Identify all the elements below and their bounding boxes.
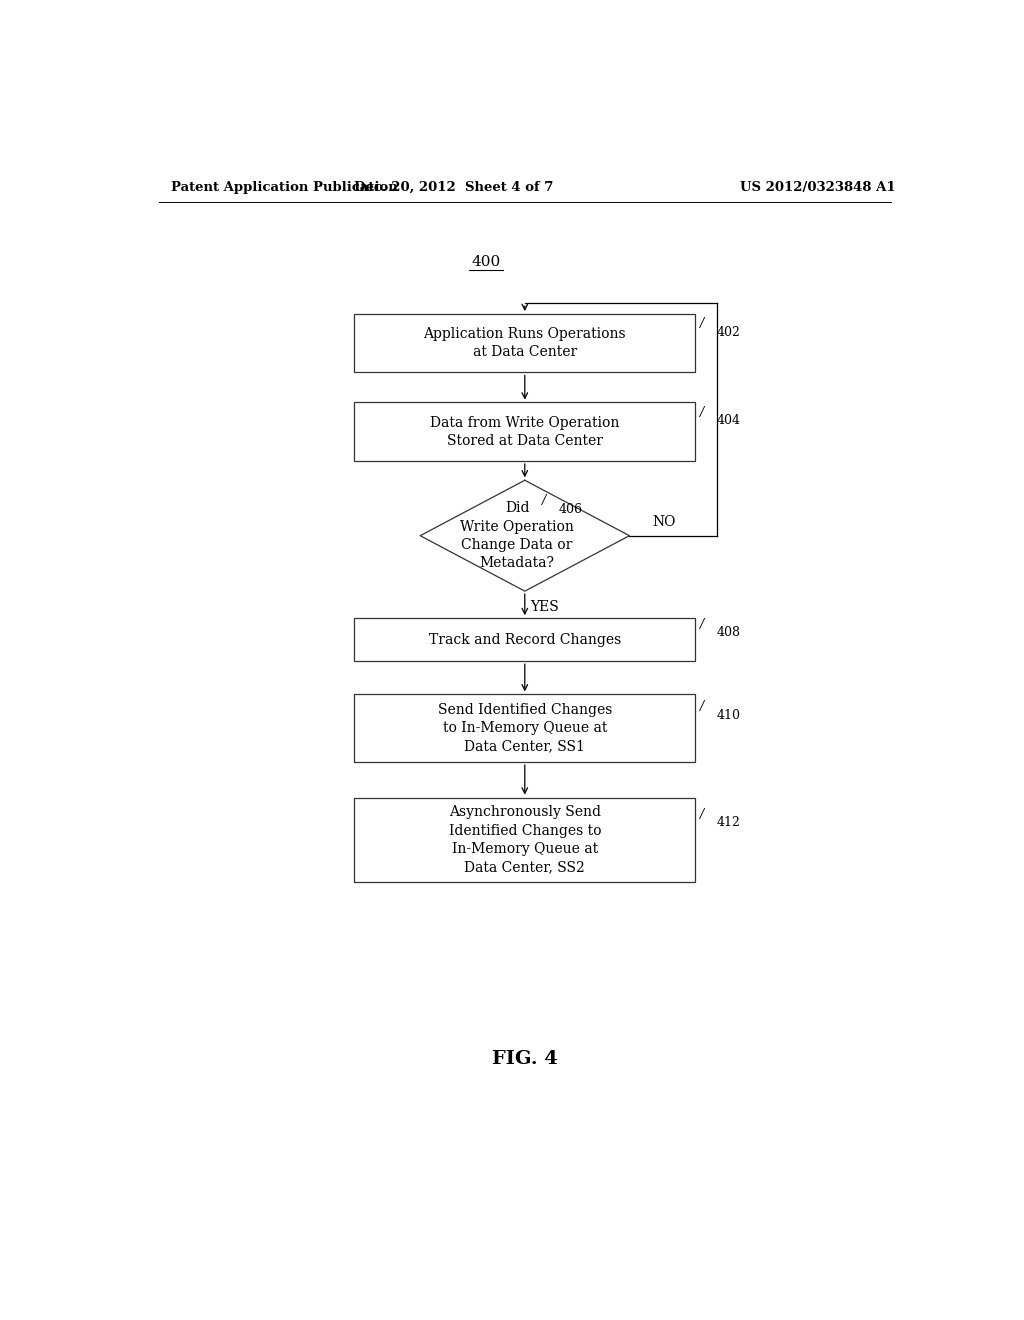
Text: /: /	[700, 808, 705, 821]
FancyBboxPatch shape	[354, 694, 695, 762]
Text: US 2012/0323848 A1: US 2012/0323848 A1	[740, 181, 896, 194]
Text: /: /	[700, 700, 705, 713]
Text: /: /	[542, 494, 546, 507]
Text: Asynchronously Send
Identified Changes to
In-Memory Queue at
Data Center, SS2: Asynchronously Send Identified Changes t…	[449, 805, 601, 874]
Text: 402: 402	[717, 326, 741, 339]
Text: YES: YES	[529, 599, 558, 614]
Text: Send Identified Changes
to In-Memory Queue at
Data Center, SS1: Send Identified Changes to In-Memory Que…	[437, 702, 612, 754]
FancyBboxPatch shape	[354, 618, 695, 661]
Text: Dec. 20, 2012  Sheet 4 of 7: Dec. 20, 2012 Sheet 4 of 7	[354, 181, 553, 194]
Text: Patent Application Publication: Patent Application Publication	[171, 181, 397, 194]
Text: 412: 412	[717, 816, 741, 829]
Text: FIG. 4: FIG. 4	[492, 1051, 558, 1068]
Text: /: /	[700, 618, 705, 631]
Text: 408: 408	[717, 626, 741, 639]
FancyBboxPatch shape	[354, 403, 695, 461]
FancyBboxPatch shape	[354, 797, 695, 882]
Text: Track and Record Changes: Track and Record Changes	[429, 632, 621, 647]
Text: 400: 400	[471, 255, 501, 269]
Text: 410: 410	[717, 709, 741, 722]
Text: Did
Write Operation
Change Data or
Metadata?: Did Write Operation Change Data or Metad…	[460, 502, 574, 570]
Text: 406: 406	[559, 503, 583, 516]
Text: /: /	[700, 317, 705, 330]
Text: 404: 404	[717, 414, 741, 428]
Text: NO: NO	[652, 515, 676, 529]
Text: /: /	[700, 407, 705, 418]
FancyBboxPatch shape	[354, 314, 695, 372]
Text: Data from Write Operation
Stored at Data Center: Data from Write Operation Stored at Data…	[430, 416, 620, 447]
Text: Application Runs Operations
at Data Center: Application Runs Operations at Data Cent…	[424, 327, 626, 359]
